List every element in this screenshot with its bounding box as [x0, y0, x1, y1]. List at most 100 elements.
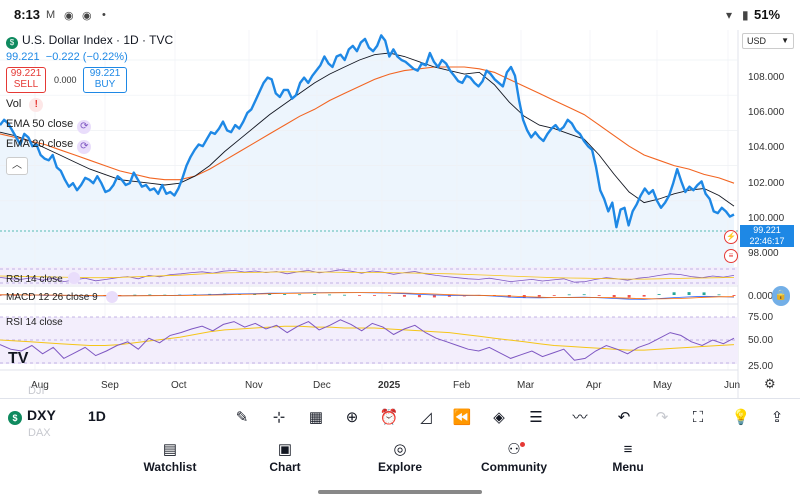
crosshair-icon[interactable]: ⊹: [272, 409, 286, 426]
symbol-selector[interactable]: $ DXY: [8, 407, 56, 425]
time-tick: Nov: [245, 380, 263, 391]
currency-value: USD: [747, 36, 767, 46]
nav-watchlist[interactable]: ▤ Watchlist: [120, 440, 220, 474]
price-tick: 104.000: [748, 142, 785, 153]
layers-icon[interactable]: ◈: [493, 409, 505, 426]
rsi-top-label: RSI 14 close: [6, 274, 63, 285]
draw-icon[interactable]: ✎: [235, 409, 249, 426]
chrome-icon: ◉: [64, 10, 74, 22]
macd-bar: [657, 294, 661, 295]
interval-selector[interactable]: 1D: [88, 408, 106, 424]
redo-icon[interactable]: ↷: [655, 409, 669, 426]
settings-sliders-icon[interactable]: ☰: [529, 409, 543, 426]
alert-icon: !: [29, 98, 44, 112]
nav-watchlist-label: Watchlist: [143, 460, 197, 474]
buy-price: 99.221: [89, 68, 121, 79]
macd-bar: [717, 294, 721, 296]
symbol-title[interactable]: $ U.S. Dollar Index · 1D · TVC: [6, 33, 173, 49]
add-indicator-icon[interactable]: ⊕: [345, 409, 359, 426]
macd-bar: [343, 294, 347, 296]
time-tick: Oct: [171, 380, 187, 391]
nav-explore[interactable]: ◎ Explore: [350, 440, 450, 474]
macd-bar: [567, 294, 571, 296]
chart-type-icon[interactable]: ◿: [420, 409, 432, 426]
nav-menu[interactable]: ≡ Menu: [578, 440, 678, 474]
notification-dot-icon: •: [102, 9, 106, 21]
compare-icon[interactable]: 〰: [572, 409, 588, 426]
rsi-top-settings-icon[interactable]: [68, 272, 80, 284]
chrome-icon: ◉: [82, 10, 92, 22]
rsi-bottom-label: RSI 14 close: [6, 317, 63, 328]
alarm-icon[interactable]: ⏰: [379, 409, 399, 426]
macd-label: MACD 12 26 close 9: [6, 292, 98, 303]
mail-icon: M: [46, 9, 56, 21]
chevron-down-icon: ▼: [781, 36, 789, 45]
layout-grid-icon[interactable]: ▦: [308, 409, 324, 426]
macd-bar: [417, 295, 421, 298]
chart-canvas[interactable]: 108.000 106.000 104.000 102.000 100.000 …: [0, 30, 800, 398]
loading-icon: ⟳: [77, 140, 92, 154]
symbol-flag-icon: $: [6, 37, 18, 49]
wifi-icon: ▾: [726, 8, 733, 22]
lock-icon[interactable]: 🔒: [772, 286, 790, 306]
chart-icon: ▣: [277, 441, 293, 458]
symbol-flag-icon: $: [8, 411, 22, 425]
idea-icon[interactable]: 💡: [731, 409, 751, 426]
macd-bar: [133, 294, 137, 296]
macd-bar: [387, 295, 391, 296]
macd-bar: [28, 295, 32, 296]
rsi-tick: 25.00: [748, 361, 773, 372]
price-area-fill: [0, 35, 734, 269]
macd-bar: [298, 294, 302, 296]
nav-menu-label: Menu: [612, 460, 644, 474]
buy-button[interactable]: 99.221 BUY: [83, 67, 127, 93]
price-change: 99.221 −0.222 (−0.22%): [6, 51, 128, 63]
sell-button[interactable]: 99.221 SELL: [6, 67, 46, 93]
share-icon[interactable]: ⇪: [770, 409, 784, 426]
rsi-top-pane: [0, 267, 738, 285]
sell-label: SELL: [13, 79, 39, 90]
macd-bar: [702, 292, 706, 295]
loading-icon: ⟳: [77, 120, 92, 134]
macd-bar: [283, 294, 287, 295]
macd-bar: [552, 295, 556, 296]
currency-select[interactable]: USD ▼: [742, 33, 794, 49]
ema20-indicator[interactable]: EMA 20 close ⟳: [6, 138, 92, 154]
ema50-indicator[interactable]: EMA 50 close ⟳: [6, 118, 92, 134]
time-tick: Aug: [31, 380, 49, 391]
gear-icon[interactable]: ⚙: [764, 376, 776, 391]
battery-icon: ▮: [742, 8, 749, 22]
nav-community[interactable]: ⚇ Community: [464, 440, 564, 474]
macd-settings-icon[interactable]: [106, 291, 118, 303]
ghost-symbol-above: DJI: [28, 385, 45, 397]
fullscreen-icon[interactable]: ⛶: [692, 409, 704, 426]
alert-marker-icon[interactable]: ⚡: [724, 230, 738, 244]
price-tick: 98.000: [748, 248, 779, 259]
home-indicator[interactable]: [318, 490, 482, 494]
undo-icon[interactable]: ↶: [617, 409, 631, 426]
last-price-badge-value: 99.221: [753, 225, 781, 235]
symbol-title-text: U.S. Dollar Index · 1D · TVC: [22, 33, 174, 47]
collapse-legend-button[interactable]: ︿: [6, 157, 28, 175]
macd-bar: [597, 295, 601, 296]
time-tick: Feb: [453, 380, 471, 391]
vol-indicator[interactable]: Vol!: [6, 98, 44, 112]
macd-bar: [313, 294, 317, 295]
sell-price: 99.221: [10, 68, 42, 79]
rsi-top-ma-series: [0, 271, 735, 280]
nav-chart[interactable]: ▣ Chart: [235, 440, 335, 474]
macd-bar: [358, 295, 362, 296]
ema20-label: EMA 20 close: [6, 138, 74, 150]
macd-bar: [148, 294, 152, 296]
time-tick: Dec: [313, 380, 331, 391]
macd-bar: [0, 295, 2, 296]
change-value: −0.222 (−0.22%): [45, 51, 128, 63]
replay-icon[interactable]: ⏪: [452, 409, 472, 426]
time-tick: Sep: [101, 380, 119, 391]
status-time: 8:13: [14, 7, 41, 22]
price-tick: 102.000: [748, 178, 785, 189]
macd-bar: [13, 295, 17, 296]
macd-bar: [732, 295, 736, 296]
ema50-label: EMA 50 close: [6, 118, 74, 130]
flag-marker-icon[interactable]: ≡: [724, 249, 738, 263]
